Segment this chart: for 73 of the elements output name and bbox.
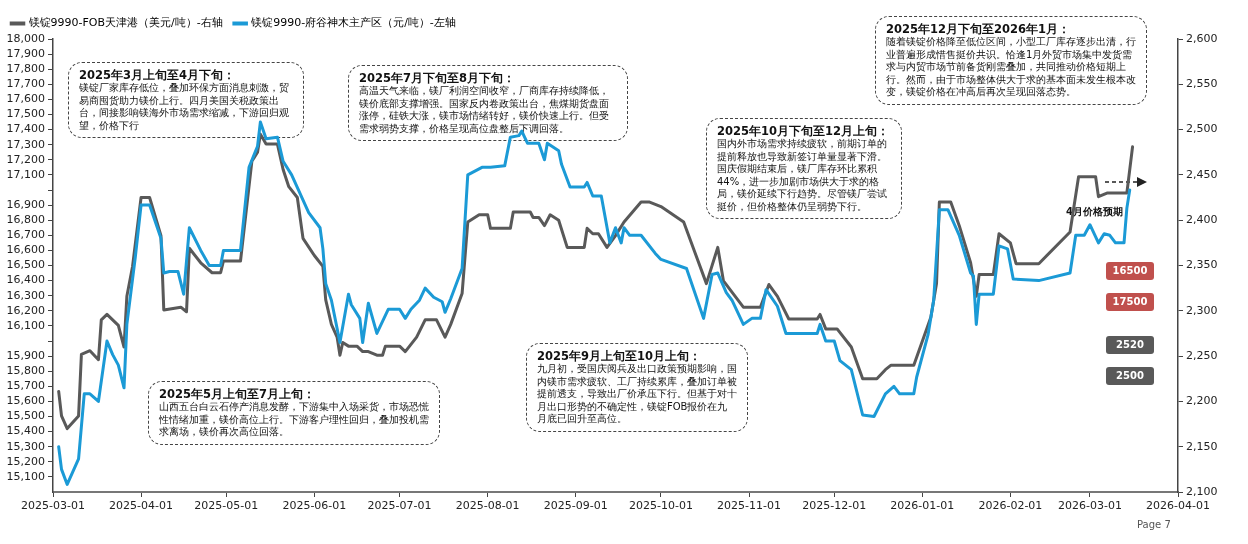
x-tick-label: 2025-09-01 xyxy=(543,499,608,513)
y-tick-label: 16,100 xyxy=(6,318,45,332)
x-tick-label: 2026-03-01 xyxy=(1057,499,1122,513)
y-tick-label: 17,200 xyxy=(6,152,45,166)
y-tick-label: 17,800 xyxy=(6,62,45,76)
y2-tick-label: 2,250 xyxy=(1186,348,1218,362)
x-tick-label: 2025-08-01 xyxy=(455,499,520,513)
x-tick-label: 2026-02-01 xyxy=(978,499,1043,513)
x-tick-label: 2025-12-01 xyxy=(802,499,867,513)
x-tick-label: 2025-05-01 xyxy=(194,499,259,513)
annotation: 山西五台白云石停产消息发酵，下游集中入场采货，市场恐慌性情绪加重，镁价高位上行。下游客户理性回归，叠加投机需求离场，镁价再次高位回落。 xyxy=(159,401,429,437)
annotation: 17500 xyxy=(1106,293,1154,311)
legend-label: 镁锭9990-府谷神木主产区（元/吨）-左轴 xyxy=(250,16,456,30)
y-tick-label: 16,800 xyxy=(6,213,45,227)
text: 2025年12月下旬至2026年1月： xyxy=(886,22,1072,36)
y-tick-label: 16,200 xyxy=(6,303,45,317)
x-tick-label: 2025-10-01 xyxy=(628,499,693,513)
x-tick-label: 2026-04-01 xyxy=(1146,499,1210,513)
y-tick-label: 15,900 xyxy=(6,348,45,362)
text: Page 7 xyxy=(1137,519,1171,532)
annotation: 随着镁锭价格降至低位区间，小型工厂库存逐步出清，行业普遍形成惜售挺价共识。恰逢1月外贸市场集中发货需求与内贸市场节前备货刚需叠加，共同推动价格短期上行。然而，由于市场整体供大于求的基本面未发生根本改变，镁锭价格在冲高后再次呈现回落态势。 xyxy=(886,36,1136,97)
y-tick-label: 15,100 xyxy=(6,469,45,483)
y2-tick-label: 2,500 xyxy=(1186,122,1218,136)
y2-tick-label: 2,350 xyxy=(1186,258,1218,272)
y-tick-label: 15,300 xyxy=(6,439,45,453)
legend-label: 镁锭9990-FOB天津港（美元/吨）-右轴 xyxy=(27,16,223,30)
y-tick-label: 15,500 xyxy=(6,409,45,423)
y-tick-label: 15,700 xyxy=(6,379,45,393)
y-tick-label: 15,200 xyxy=(6,454,45,468)
y-tick-label: 18,000 xyxy=(6,31,45,45)
annotation: 4月价格预期 xyxy=(1066,206,1123,219)
y-tick-label: 15,400 xyxy=(6,424,45,438)
x-tick-label: 2026-01-01 xyxy=(890,499,955,513)
y-tick-label: 16,700 xyxy=(6,228,45,242)
annotation: 2025年10月下旬至12月上旬： xyxy=(717,124,890,138)
y2-tick-label: 2,450 xyxy=(1186,167,1218,181)
annotation: 国内外市场需求持续疲软，前期订单的提前释放也导致新签订单量显著下滑。国庆假期结束后，镁厂库存环比累积44%，进一步加剧市场供大于求的格局，镁价延续下行趋势。尽管镁厂尝试挺价，但价格整体仍呈弱势下行。 xyxy=(717,138,887,212)
y-tick-label: 17,600 xyxy=(6,92,45,106)
y2-tick-label: 2,400 xyxy=(1186,213,1218,227)
x-tick-label: 2025-03-01 xyxy=(21,499,85,513)
annotation: 2500 xyxy=(1106,367,1154,385)
y2-tick-label: 2,100 xyxy=(1186,484,1218,498)
y-tick-label: 16,900 xyxy=(6,197,45,211)
y2-tick-label: 2,600 xyxy=(1186,31,1218,45)
y2-tick-label: 2,150 xyxy=(1186,439,1218,453)
y-tick-label: 16,300 xyxy=(6,288,45,302)
x-tick-label: 2025-07-01 xyxy=(367,499,432,513)
y-tick-label: 15,600 xyxy=(6,394,45,408)
y-tick-label: 17,100 xyxy=(6,167,45,181)
annotation: 高温天气来临，镁厂利润空间收窄，厂商库存持续降低，镁价底部支撑增强。国家反内卷政策出台，焦煤期货盘面涨停，硅铁大涨，镁市场情绪转好，镁价快速上行。但受需求弱势支撑，价格呈现高位盘整后下调回落。 xyxy=(359,85,609,134)
annotation: 16500 xyxy=(1106,262,1154,280)
annotation: 九月初，受国庆阅兵及出口政策预期影响，国内镁市需求疲软、工厂持续累库，叠加订单被提前透支，导致出厂价承压下行。但基于对十月出口形势的不确定性，镁锭FOB报价在九月底已回升至高位。 xyxy=(537,363,737,424)
x-tick-label: 2025-06-01 xyxy=(282,499,347,513)
y-tick-label: 17,300 xyxy=(6,137,45,151)
y2-tick-label: 2,300 xyxy=(1186,303,1218,317)
annotation: 镁锭厂家库存低位，叠加环保方面消息刺激，贸易商囤货助力镁价上行。四月美国关税政策出台，间接影响镁海外市场需求缩减，下游回归观望，价格下行 xyxy=(79,82,289,131)
y2-tick-label: 2,200 xyxy=(1186,394,1218,408)
annotation: 2520 xyxy=(1106,336,1154,354)
y-tick-label: 17,500 xyxy=(6,107,45,121)
y-tick-label: 16,400 xyxy=(6,273,45,287)
annotation: 2025年3月上旬至4月下旬： xyxy=(79,68,236,82)
y-tick-label: 16,600 xyxy=(6,243,45,257)
y2-tick-label: 2,550 xyxy=(1186,77,1218,91)
annotation: 2025年5月上旬至7月上旬： xyxy=(159,387,316,401)
x-tick-label: 2025-11-01 xyxy=(717,499,781,513)
y-tick-label: 15,800 xyxy=(6,364,45,378)
y-tick-label: 17,900 xyxy=(6,46,45,60)
annotation: 2025年7月下旬至8月下旬： xyxy=(359,71,516,85)
y-tick-label: 16,500 xyxy=(6,258,45,272)
x-tick-label: 2025-04-01 xyxy=(109,499,174,513)
annotation: 2025年9月上旬至10月上旬： xyxy=(537,349,702,363)
y-tick-label: 17,400 xyxy=(6,122,45,136)
y-tick-label: 17,700 xyxy=(6,77,45,91)
